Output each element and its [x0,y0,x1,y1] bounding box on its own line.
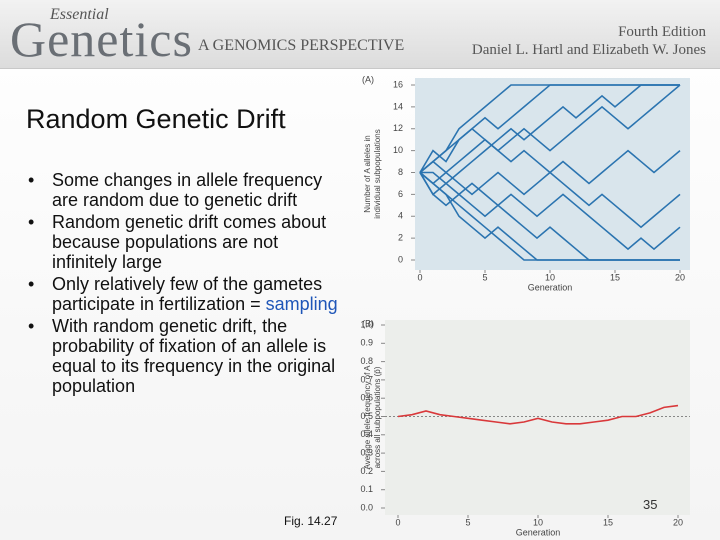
y-axis-label: individual subpopulations [373,129,382,218]
series-line [419,84,681,174]
bullet-text: Some changes in allele frequency are ran… [52,170,323,210]
bullet: Random genetic drift comes about because… [28,212,340,272]
x-tick-label: 20 [675,272,685,282]
x-tick-label: 15 [603,517,613,527]
y-axis-label: Number of A alleles in [363,135,372,212]
x-tick-label: 5 [482,272,487,282]
x-tick-label: 0 [395,517,400,527]
y-tick-label: 0.0 [360,502,373,512]
y-tick-label: 0.8 [360,356,373,366]
y-axis-label: Average allele frequency of A [363,365,372,470]
y-tick-label: 14 [393,101,403,111]
y-tick-label: 0.2 [360,466,373,476]
series-line [419,127,681,229]
series-line [419,171,680,261]
x-tick-label: 5 [465,517,470,527]
y-tick-label: 0.6 [360,393,373,403]
bullet-text: With random genetic drift, the probabili… [52,316,336,396]
y-tick-label: 0 [398,254,403,264]
y-tick-label: 4 [398,211,403,221]
page-number: 35 [643,497,658,512]
header: Genetics Essential A GENOMICS PERSPECTIV… [0,0,720,69]
logo-subtitle: A GENOMICS PERSPECTIVE [198,37,405,54]
x-tick-label: 10 [545,272,555,282]
bullet: Some changes in allele frequency are ran… [28,170,340,210]
y-tick-label: 1.0 [360,319,373,329]
y-tick-label: 0.1 [360,484,373,494]
x-tick-label: 0 [417,272,422,282]
y-tick-label: 16 [393,79,403,89]
edition: Fourth Edition [618,24,706,40]
authors: Daniel L. Hartl and Elizabeth W. Jones [471,42,706,58]
x-tick-label: 20 [673,517,683,527]
y-tick-label: 0.5 [360,411,373,421]
series-line [397,404,679,425]
y-axis-label: across all subpopulations (p̄) [373,366,382,468]
x-axis-label: Generation [528,282,573,292]
y-tick-label: 0.7 [360,374,373,384]
y-tick-label: 0.3 [360,447,373,457]
figure-caption: Fig. 14.27 [284,514,338,528]
y-tick-label: 0.9 [360,338,373,348]
bullet-text: Only relatively few of the gametes parti… [52,274,323,314]
y-tick-label: 8 [398,167,403,177]
highlight: sampling [265,294,338,314]
y-tick-label: 2 [398,233,403,243]
x-tick-label: 10 [533,517,543,527]
y-tick-label: 0.4 [360,429,373,439]
y-tick-label: 6 [398,189,403,199]
y-tick-label: 12 [393,123,403,133]
y-tick-label: 10 [393,145,403,155]
panel-label: (B) [362,318,374,328]
bullet-list: Some changes in allele frequency are ran… [28,170,340,398]
plot-area [385,320,690,515]
series-line [419,172,681,251]
bullet-text: Random genetic drift comes about because… [52,212,327,272]
bullet: With random genetic drift, the probabili… [28,316,340,396]
logo: Genetics [10,11,193,67]
slide-title: Random Genetic Drift [26,104,286,134]
logo-small: Essential [50,6,109,23]
x-tick-label: 15 [610,272,620,282]
x-axis-label: Generation [516,527,561,537]
series-line [420,84,680,185]
series-line [419,84,680,174]
panel-label: (A) [362,74,374,84]
bullet: Only relatively few of the gametes parti… [28,274,340,314]
